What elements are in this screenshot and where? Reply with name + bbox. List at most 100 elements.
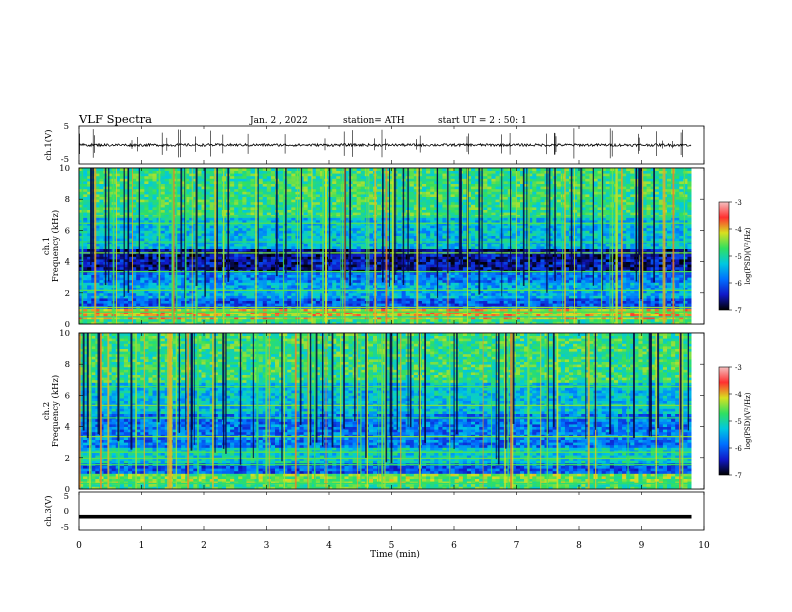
spectrogram-cell <box>144 256 149 260</box>
spectrogram-cell <box>344 313 349 317</box>
spectrogram-cell <box>658 248 664 252</box>
spectrogram-cell <box>87 274 92 278</box>
spectrogram-cell <box>471 303 476 307</box>
spectrogram-cell <box>115 318 121 322</box>
spectrogram-cell <box>430 316 435 320</box>
spectrogram-cell <box>471 238 476 242</box>
spectrogram-cell <box>585 238 590 242</box>
spectrogram-cell <box>344 287 349 291</box>
spectrogram-cell <box>491 313 496 317</box>
spectrogram-cell <box>548 274 554 278</box>
spectrogram-cell <box>79 313 84 317</box>
spectrogram-cell <box>515 266 521 270</box>
spectrogram-cell <box>226 313 231 317</box>
spectrogram-cell <box>471 321 476 324</box>
spectrogram-cell <box>471 300 476 304</box>
spectrogram-cell <box>626 308 631 312</box>
spectrogram-cell <box>548 279 554 283</box>
spectrogram-cell <box>283 290 288 294</box>
spectrogram-cell <box>515 321 521 324</box>
spectrogram-cell <box>352 269 358 273</box>
spectrogram-cell <box>262 274 268 278</box>
spectrogram-cell <box>315 277 321 281</box>
spectrogram-cell <box>417 256 423 260</box>
spectrogram-cell <box>622 274 627 278</box>
spectrogram-cell <box>140 256 145 260</box>
spectrogram-cell <box>352 248 358 252</box>
spectrogram-cell <box>250 272 255 275</box>
spectrogram-cell <box>356 279 362 283</box>
spectrogram-cell <box>679 274 684 278</box>
spectrogram-cell <box>654 279 660 283</box>
spectrogram-cell <box>577 285 582 288</box>
spectrogram-cell <box>507 295 513 299</box>
spectrogram-cell <box>385 279 390 283</box>
spectrogram-cell <box>319 266 325 270</box>
spectrogram-cell <box>642 300 647 304</box>
spectrogram-cell <box>140 274 145 278</box>
spectrogram-cell <box>270 261 276 265</box>
spectrogram-cell <box>168 272 174 275</box>
spectrogram-cell <box>168 277 174 281</box>
spectrogram-cell <box>315 256 321 260</box>
spectrogram-cell <box>618 298 623 301</box>
spectrogram-cell <box>307 264 313 268</box>
spectrogram-cell <box>642 264 647 268</box>
spectrogram-cell <box>246 292 251 296</box>
spectrogram-cell <box>430 248 435 252</box>
spectrogram-cell <box>262 287 268 291</box>
spectrogram-cell <box>115 295 121 299</box>
spectrogram-cell <box>148 253 153 257</box>
spectrogram-cell <box>409 261 415 265</box>
spectrogram-cell <box>573 261 578 265</box>
spectrogram-cell <box>230 269 235 273</box>
spectrogram-cell <box>413 261 419 265</box>
spectrogram-cell <box>332 287 337 291</box>
spectrogram-cell <box>328 318 333 322</box>
spectrogram-cell <box>515 253 521 257</box>
spectrogram-cell <box>532 259 537 262</box>
spectrogram-cell <box>569 279 574 283</box>
spectrogram-cell <box>144 266 149 270</box>
spectrogram-cell <box>389 243 394 247</box>
spectrogram-cell <box>242 290 247 294</box>
spectrogram-cell <box>597 290 603 294</box>
spectrogram-cell <box>270 248 276 252</box>
spectrogram-cell <box>250 285 255 288</box>
spectrogram-cell <box>446 303 451 307</box>
spectrogram-cell <box>79 269 84 273</box>
spectrogram-cell <box>515 300 521 304</box>
spectrogram-cell <box>507 277 513 281</box>
spectrogram-cell <box>409 253 415 257</box>
spectrogram-cell <box>507 298 513 301</box>
spectrogram-cell <box>422 264 427 268</box>
spectrogram-cell <box>119 292 125 296</box>
spectrogram-cell <box>307 292 313 296</box>
spectrogram-cell <box>332 292 337 296</box>
spectrogram-cell <box>564 287 570 291</box>
spectrogram-cell <box>352 264 358 268</box>
spectrogram-cell <box>160 253 166 257</box>
spectrogram-cell <box>148 303 153 307</box>
spectrogram-cell <box>123 287 129 291</box>
spectrogram-cell <box>303 246 309 249</box>
spectrogram-cell <box>540 248 545 252</box>
spectrogram-cell <box>160 277 166 281</box>
spectrogram-cell <box>397 318 402 322</box>
spectrogram-cell <box>569 282 574 286</box>
spectrogram-cell <box>577 300 582 304</box>
spectrogram-cell <box>634 303 639 307</box>
spectrogram-cell <box>475 269 480 273</box>
spectrogram-cell <box>209 248 215 252</box>
spectrogram-cell <box>128 259 133 262</box>
spectrogram-cell <box>209 256 215 260</box>
spectrogram-cell <box>246 277 251 281</box>
spectrogram-cell <box>528 264 533 268</box>
spectrogram-cell <box>642 279 647 283</box>
spectrogram-cell <box>91 318 96 322</box>
spectrogram-cell <box>209 298 215 301</box>
spectrogram-cell <box>148 285 153 288</box>
spectrogram-cell <box>450 290 456 294</box>
spectrogram-cell <box>626 282 631 286</box>
spectrogram-cell <box>262 313 268 317</box>
